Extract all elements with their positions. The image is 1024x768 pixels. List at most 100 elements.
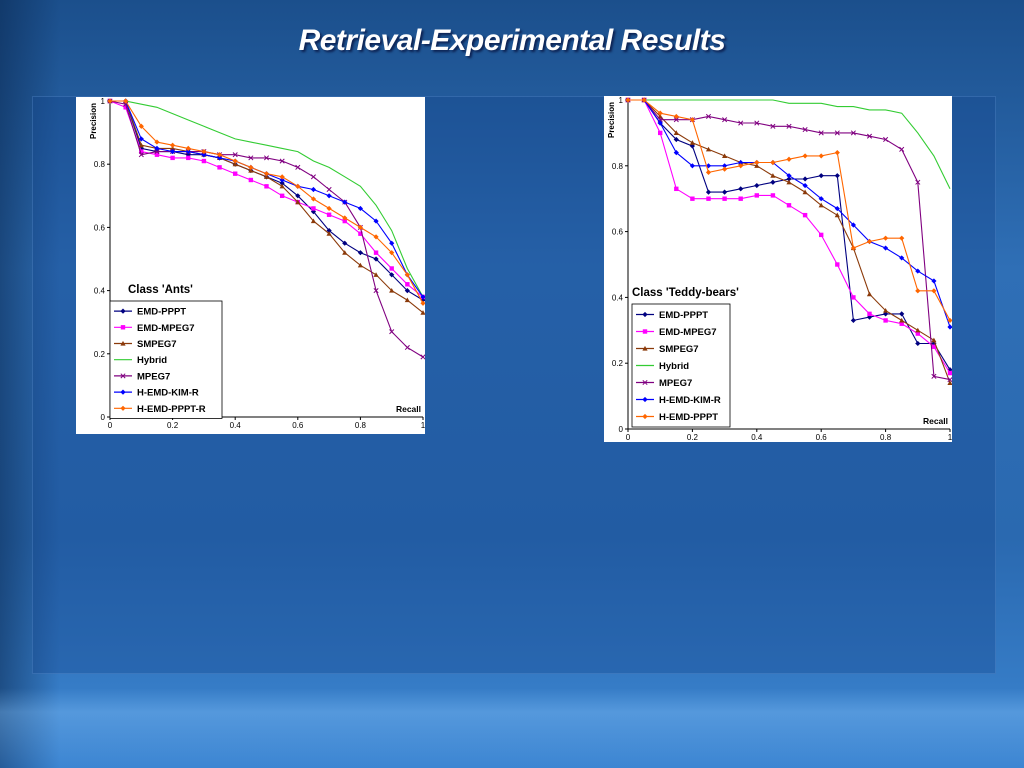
data-point bbox=[201, 158, 207, 164]
y-tick-label: 0.8 bbox=[612, 162, 624, 171]
data-point bbox=[802, 153, 808, 159]
data-point bbox=[931, 288, 937, 294]
chart-title: Class 'Ants' bbox=[128, 284, 193, 296]
data-point bbox=[326, 231, 332, 236]
data-point bbox=[657, 110, 663, 116]
data-point bbox=[883, 136, 889, 143]
data-point bbox=[154, 152, 160, 157]
data-point bbox=[233, 171, 238, 176]
data-point bbox=[706, 196, 711, 201]
legend-label: EMD-MPEG7 bbox=[659, 327, 717, 338]
data-point bbox=[754, 182, 760, 189]
series-line bbox=[628, 99, 951, 190]
data-point bbox=[770, 179, 776, 185]
legend-label: EMD-PPPT bbox=[659, 310, 708, 321]
data-point bbox=[373, 256, 379, 262]
chart-teddy-bears: 0 0.2 0.4 0.6 0.8 1 0 0.2 0.4 0.6 0.8 1 Precision Rec… bbox=[604, 96, 953, 442]
data-point bbox=[738, 163, 744, 169]
legend-label: Hybrid bbox=[137, 355, 167, 366]
data-point bbox=[357, 205, 363, 212]
data-point bbox=[866, 291, 873, 297]
y-tick-label: 0.6 bbox=[94, 223, 106, 232]
data-point bbox=[818, 130, 824, 136]
data-point bbox=[186, 155, 191, 161]
data-point bbox=[342, 240, 348, 246]
data-point bbox=[185, 145, 191, 151]
legend-label: Hybrid bbox=[659, 361, 689, 372]
x-tick-label: 0 bbox=[626, 433, 631, 442]
data-point bbox=[834, 150, 840, 156]
legend-label: MPEG7 bbox=[659, 378, 692, 389]
data-point bbox=[786, 176, 792, 182]
data-point bbox=[404, 297, 410, 303]
data-point bbox=[722, 117, 728, 123]
data-point bbox=[310, 174, 317, 180]
data-point bbox=[738, 159, 744, 166]
data-point bbox=[625, 97, 631, 103]
data-point bbox=[931, 337, 937, 343]
x-tick-label: 0.2 bbox=[167, 421, 179, 430]
legend-label: H-EMD-PPPT-R bbox=[137, 404, 206, 415]
y-tick-label: 0.4 bbox=[94, 287, 106, 296]
data-point bbox=[185, 152, 191, 158]
data-point bbox=[883, 245, 889, 251]
data-point bbox=[216, 152, 223, 158]
data-point bbox=[673, 136, 679, 143]
data-point bbox=[674, 186, 679, 192]
legend-marker bbox=[642, 396, 648, 403]
data-point bbox=[279, 158, 285, 164]
x-tick-label: 0.2 bbox=[687, 433, 699, 442]
data-point bbox=[326, 186, 332, 193]
data-point bbox=[819, 232, 824, 238]
data-point bbox=[389, 266, 394, 271]
data-point bbox=[915, 179, 921, 185]
data-point bbox=[295, 164, 301, 170]
data-point bbox=[754, 159, 760, 166]
data-point bbox=[201, 152, 207, 158]
x-tick-label: 0.6 bbox=[816, 433, 828, 442]
y-tick-label: 0.4 bbox=[612, 293, 624, 302]
data-point bbox=[373, 272, 379, 277]
y-tick-label: 1 bbox=[101, 97, 106, 106]
x-tick-label: 0.8 bbox=[355, 421, 367, 430]
data-point bbox=[947, 324, 953, 330]
slide-title: Retrieval-Experimental Results bbox=[298, 24, 726, 57]
data-point bbox=[931, 340, 937, 347]
data-point bbox=[835, 262, 840, 267]
series-h-emd-pppt bbox=[625, 97, 953, 324]
data-point bbox=[357, 250, 363, 256]
x-tick-label: 0.4 bbox=[230, 421, 242, 430]
data-point bbox=[738, 196, 743, 201]
x-tick-label: 0.4 bbox=[751, 433, 763, 442]
data-point bbox=[373, 288, 379, 294]
legend-marker bbox=[120, 340, 126, 346]
data-point bbox=[357, 224, 363, 230]
data-point bbox=[248, 155, 254, 161]
data-point bbox=[673, 130, 679, 135]
x-axis-label: Recall bbox=[923, 416, 948, 426]
data-point bbox=[867, 311, 872, 317]
data-point bbox=[722, 166, 728, 172]
data-point bbox=[420, 300, 426, 306]
data-point bbox=[915, 288, 921, 294]
data-point bbox=[818, 153, 824, 159]
data-point bbox=[342, 218, 347, 224]
data-point bbox=[899, 146, 905, 152]
data-point bbox=[705, 113, 712, 120]
data-point bbox=[770, 193, 776, 198]
data-point bbox=[883, 235, 889, 241]
data-point bbox=[931, 373, 937, 379]
legend-marker bbox=[642, 329, 648, 334]
data-point bbox=[310, 218, 317, 224]
data-point bbox=[138, 136, 144, 142]
data-point bbox=[217, 165, 222, 170]
data-point bbox=[420, 354, 426, 360]
data-point bbox=[248, 177, 254, 183]
data-point bbox=[420, 310, 426, 315]
data-point bbox=[786, 156, 792, 162]
data-point bbox=[705, 189, 712, 195]
data-point bbox=[138, 123, 144, 129]
data-point bbox=[947, 377, 953, 383]
data-point bbox=[786, 173, 792, 179]
data-point bbox=[216, 155, 223, 161]
